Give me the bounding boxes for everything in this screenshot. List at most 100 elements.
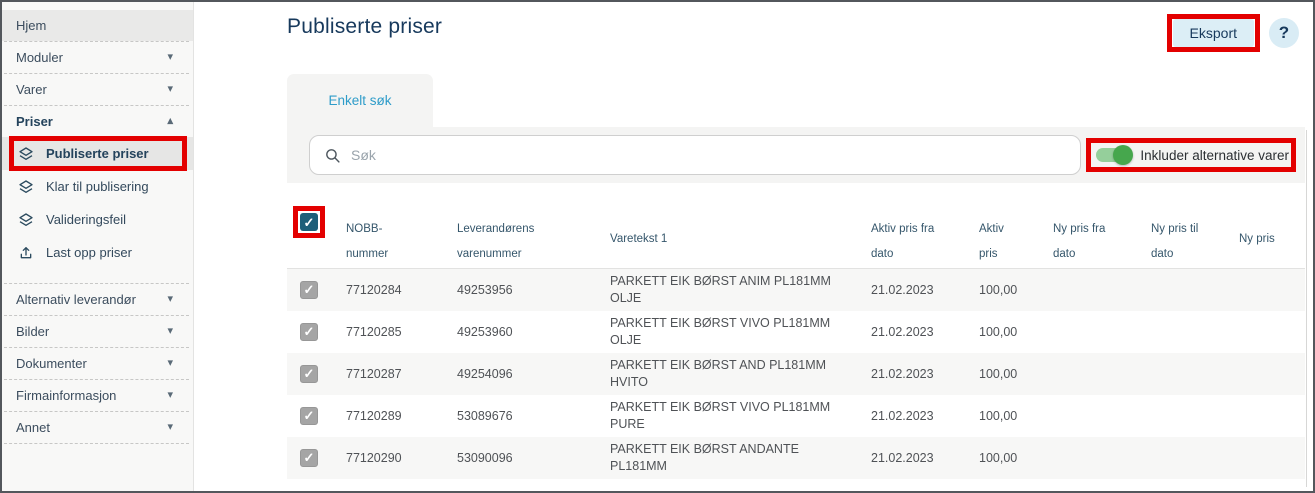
divider: [4, 315, 189, 316]
sidebar-item-bilder[interactable]: Bilder ▾: [2, 316, 193, 347]
divider: [4, 443, 189, 444]
check-icon: ✓: [303, 324, 315, 340]
table-header-row: ✓ NOBB-nummer Leverandørens varenummer V…: [287, 206, 1305, 269]
cell-aktiv-pris: 100,00: [979, 408, 1018, 423]
chevron-up-icon: ▴: [167, 115, 173, 127]
cell-aktiv-pris-fra-dato: 21.02.2023: [871, 324, 934, 339]
sidebar: Hjem Moduler ▾ Varer ▾ Priser ▴ Publiser…: [2, 2, 194, 491]
include-alternative-toggle-group: Inkluder alternative varer: [1086, 137, 1296, 172]
cell-varetekst: PARKETT EIK BØRST VIVO PL181MM OLJE: [610, 315, 831, 347]
sidebar-item-firmainformasjon[interactable]: Firmainformasjon ▾: [2, 380, 193, 411]
tab-enkelt-sok[interactable]: Enkelt søk: [287, 74, 433, 127]
sidebar-item-label: Dokumenter: [16, 356, 87, 371]
divider: [4, 347, 189, 348]
sidebar-item-label: Priser: [16, 114, 53, 129]
column-header-nobb-nummer: NOBB-nummer: [346, 223, 389, 261]
cell-varetekst: PARKETT EIK BØRST VIVO PL181MM PURE: [610, 399, 831, 431]
sidebar-item-alternativ-leverandor[interactable]: Alternativ leverandør ▾: [2, 284, 193, 315]
sidebar-item-varer[interactable]: Varer ▾: [2, 74, 193, 105]
column-header-ny-pris-fra-dato: Ny pris fra dato: [1053, 223, 1106, 261]
sidebar-item-label: Moduler: [16, 50, 63, 65]
row-checkbox[interactable]: ✓: [300, 406, 318, 425]
chevron-down-icon: ▾: [167, 389, 173, 401]
column-header-aktiv-pris: Aktiv pris: [979, 223, 1004, 261]
row-checkbox[interactable]: ✓: [300, 322, 318, 341]
chevron-down-icon: ▾: [167, 293, 173, 305]
cell-varetekst: PARKETT EIK BØRST AND PL181MM HVITO: [610, 357, 827, 389]
sidebar-item-label: Bilder: [16, 324, 50, 339]
cell-nobb-nummer: 77120287: [346, 366, 402, 381]
sidebar-item-publiserte-priser[interactable]: Publiserte priser: [2, 136, 193, 171]
sidebar-item-valideringsfeil[interactable]: Valideringsfeil: [2, 203, 193, 236]
check-icon: ✓: [303, 366, 315, 382]
search-box: [309, 135, 1082, 175]
export-button[interactable]: Eksport: [1166, 14, 1261, 52]
cell-nobb-nummer: 77120289: [346, 408, 402, 423]
cell-nobb-nummer: 77120284: [346, 282, 402, 297]
layers-icon: [18, 146, 34, 162]
content-right-border: [1306, 130, 1307, 487]
chevron-down-icon: ▾: [167, 421, 173, 433]
row-checkbox[interactable]: ✓: [300, 364, 318, 383]
search-input[interactable]: [351, 147, 1067, 163]
cell-leverandorens-varenummer: 53090096: [457, 450, 513, 465]
header-actions: Eksport ?: [1166, 14, 1299, 52]
search-icon: [326, 148, 340, 163]
sidebar-item-annet[interactable]: Annet ▾: [2, 412, 193, 443]
sidebar-item-label: Klar til publisering: [46, 179, 149, 194]
table-row: ✓ 77120285 49253960 PARKETT EIK BØRST VI…: [287, 311, 1305, 353]
upload-icon: [18, 245, 34, 261]
chevron-down-icon: ▾: [167, 357, 173, 369]
table-row: ✓ 77120289 53089676 PARKETT EIK BØRST VI…: [287, 395, 1305, 437]
column-header-leverandorens-varenummer: Leverandørens varenummer: [457, 223, 535, 261]
search-panel: Inkluder alternative varer: [287, 127, 1305, 183]
cell-aktiv-pris-fra-dato: 21.02.2023: [871, 366, 934, 381]
sidebar-item-dokumenter[interactable]: Dokumenter ▾: [2, 348, 193, 379]
select-all-checkbox[interactable]: ✓: [293, 206, 325, 238]
sidebar-item-label: Valideringsfeil: [46, 212, 126, 227]
sidebar-item-moduler[interactable]: Moduler ▾: [2, 42, 193, 73]
chevron-down-icon: ▾: [167, 83, 173, 95]
sidebar-item-label: Publiserte priser: [46, 146, 149, 161]
question-icon: ?: [1278, 23, 1290, 42]
cell-leverandorens-varenummer: 49253960: [457, 324, 513, 339]
sidebar-item-label: Last opp priser: [46, 245, 132, 260]
sidebar-item-hjem[interactable]: Hjem: [2, 10, 193, 41]
sidebar-item-priser[interactable]: Priser ▴: [2, 106, 193, 137]
cell-aktiv-pris: 100,00: [979, 450, 1018, 465]
toggle-label: Inkluder alternative varer: [1140, 147, 1289, 163]
row-checkbox[interactable]: ✓: [300, 280, 318, 299]
chevron-down-icon: ▾: [167, 325, 173, 337]
cell-aktiv-pris-fra-dato: 21.02.2023: [871, 450, 934, 465]
toggle-knob: [1113, 145, 1134, 165]
cell-varetekst: PARKETT EIK BØRST ANIM PL181MM OLJE: [610, 273, 831, 305]
table-row: ✓ 77120290 53090096 PARKETT EIK BØRST AN…: [287, 436, 1305, 479]
column-header-ny-pris: Ny pris: [1239, 233, 1275, 246]
sidebar-item-label: Firmainformasjon: [16, 388, 117, 403]
sidebar-item-label: Hjem: [16, 18, 47, 33]
sidebar-item-last-opp-priser[interactable]: Last opp priser: [2, 236, 193, 269]
help-button[interactable]: ?: [1269, 18, 1299, 48]
divider: [4, 411, 189, 412]
cell-leverandorens-varenummer: 49254096: [457, 366, 513, 381]
check-icon: ✓: [303, 450, 315, 466]
cell-aktiv-pris: 100,00: [979, 366, 1018, 381]
divider: [4, 105, 189, 106]
cell-aktiv-pris-fra-dato: 21.02.2023: [871, 282, 934, 297]
include-alternative-toggle[interactable]: [1096, 145, 1134, 165]
table-row: ✓ 77120284 49253956 PARKETT EIK BØRST AN…: [287, 268, 1305, 311]
sidebar-item-label: Alternativ leverandør: [16, 292, 136, 307]
divider: [4, 41, 189, 42]
page-title: Publiserte priser: [287, 15, 443, 38]
check-icon: ✓: [303, 408, 315, 424]
tab-label: Enkelt søk: [328, 93, 392, 108]
cell-aktiv-pris-fra-dato: 21.02.2023: [871, 408, 934, 423]
sidebar-item-klar-til-publisering[interactable]: Klar til publisering: [2, 170, 193, 203]
row-checkbox[interactable]: ✓: [300, 448, 318, 467]
page-header: Publiserte priser Eksport ?: [287, 14, 1305, 52]
check-icon: ✓: [303, 282, 315, 298]
layers-icon: [18, 212, 34, 228]
layers-icon: [18, 179, 34, 195]
sidebar-item-label: Annet: [16, 420, 50, 435]
